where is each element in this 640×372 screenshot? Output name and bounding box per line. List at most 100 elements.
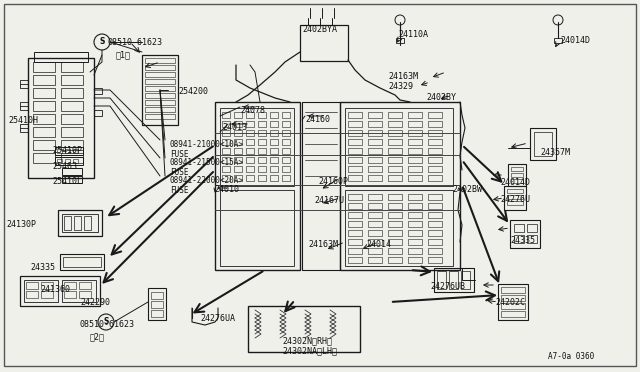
Bar — [428, 121, 442, 127]
Bar — [258, 148, 266, 154]
Bar — [396, 38, 404, 43]
Bar — [449, 271, 458, 289]
Text: 24014: 24014 — [366, 240, 391, 249]
Bar — [428, 239, 442, 245]
Bar — [510, 220, 540, 248]
Bar — [41, 291, 53, 298]
Bar — [388, 221, 402, 227]
Bar — [348, 166, 362, 172]
Bar — [527, 224, 537, 232]
Bar — [302, 102, 340, 270]
Bar — [368, 157, 382, 163]
Bar — [408, 148, 422, 154]
Bar — [258, 139, 266, 145]
Bar — [234, 130, 242, 136]
Bar — [501, 311, 525, 317]
Bar — [84, 216, 91, 230]
Bar — [368, 257, 382, 263]
Bar — [33, 101, 55, 111]
Bar — [234, 148, 242, 154]
Bar — [234, 175, 242, 181]
Bar — [57, 159, 62, 163]
Bar — [388, 194, 402, 200]
Bar — [258, 112, 266, 118]
Bar — [34, 52, 88, 62]
Text: A7-0a 0360: A7-0a 0360 — [548, 352, 595, 361]
Bar — [428, 148, 442, 154]
Bar — [246, 166, 254, 172]
Bar — [434, 268, 474, 292]
Text: 24302N（RH）: 24302N（RH） — [282, 336, 332, 345]
Bar — [368, 239, 382, 245]
Text: FUSE: FUSE — [170, 150, 189, 159]
Text: 24013: 24013 — [222, 123, 247, 132]
Bar — [61, 140, 83, 150]
Bar — [368, 121, 382, 127]
Bar — [222, 130, 230, 136]
Text: 25463: 25463 — [52, 162, 77, 171]
Bar — [26, 282, 38, 289]
Bar — [511, 179, 523, 183]
Bar — [368, 166, 382, 172]
Bar — [461, 271, 470, 289]
Bar — [270, 157, 278, 163]
Bar — [222, 175, 230, 181]
Bar — [428, 221, 442, 227]
Bar — [507, 189, 523, 193]
Bar — [348, 221, 362, 227]
Bar — [282, 157, 290, 163]
Bar — [408, 230, 422, 236]
Text: （2）: （2） — [90, 332, 105, 341]
Text: 24130P: 24130P — [6, 220, 36, 229]
Bar — [408, 157, 422, 163]
Bar — [24, 280, 58, 302]
Bar — [246, 130, 254, 136]
Bar — [348, 248, 362, 254]
Text: 2402BW: 2402BW — [452, 185, 482, 194]
Bar — [507, 201, 523, 205]
Text: 24163M: 24163M — [388, 72, 418, 81]
Bar — [508, 164, 526, 186]
Text: 254200: 254200 — [178, 87, 208, 96]
Text: 08510-61623: 08510-61623 — [108, 38, 163, 47]
Bar — [388, 112, 402, 118]
Bar — [234, 166, 242, 172]
Bar — [282, 112, 290, 118]
Text: 08941-22000<20A>: 08941-22000<20A> — [170, 176, 244, 185]
Bar — [41, 282, 53, 289]
Text: 24110A: 24110A — [398, 30, 428, 39]
Bar — [428, 166, 442, 172]
Bar — [270, 175, 278, 181]
Bar — [368, 112, 382, 118]
Bar — [33, 127, 55, 137]
Text: 24014D: 24014D — [560, 36, 590, 45]
Bar — [62, 280, 96, 302]
Bar — [33, 153, 55, 163]
Bar — [270, 121, 278, 127]
Bar — [258, 175, 266, 181]
Bar — [33, 88, 55, 98]
Bar — [246, 139, 254, 145]
Bar — [408, 239, 422, 245]
Bar — [428, 139, 442, 145]
Bar — [428, 230, 442, 236]
Bar — [62, 176, 82, 183]
Bar — [388, 148, 402, 154]
Text: 08941-21500<15A>: 08941-21500<15A> — [170, 158, 244, 167]
Text: 24010: 24010 — [214, 185, 239, 194]
Text: 08510-61623: 08510-61623 — [80, 320, 135, 329]
Bar — [348, 121, 362, 127]
Bar — [388, 175, 402, 181]
Text: 24014D: 24014D — [500, 178, 530, 187]
Bar — [282, 175, 290, 181]
Bar — [55, 147, 83, 155]
Bar — [145, 114, 175, 119]
Bar — [234, 121, 242, 127]
Text: 24357M: 24357M — [540, 148, 570, 157]
Bar — [20, 102, 28, 110]
Bar — [57, 149, 62, 153]
Bar — [527, 235, 537, 243]
Bar — [388, 121, 402, 127]
Bar — [145, 93, 175, 98]
Bar — [270, 148, 278, 154]
